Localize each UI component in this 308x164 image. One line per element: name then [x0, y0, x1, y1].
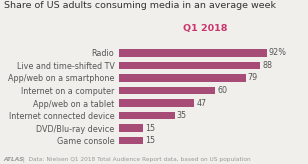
Text: 88: 88 [262, 61, 272, 70]
Text: ATLAS: ATLAS [4, 157, 24, 162]
Bar [119, 62, 260, 69]
Text: 15: 15 [145, 136, 155, 145]
Bar [119, 99, 194, 107]
Bar [119, 49, 267, 57]
Text: 35: 35 [177, 111, 187, 120]
Bar [119, 87, 215, 94]
Text: 92%: 92% [269, 48, 287, 57]
Text: 79: 79 [248, 73, 258, 82]
Bar [119, 74, 246, 82]
Text: 60: 60 [217, 86, 227, 95]
Bar [119, 124, 143, 132]
Text: Q1 2018: Q1 2018 [184, 24, 228, 33]
Bar [119, 112, 175, 119]
Text: 15: 15 [145, 124, 155, 133]
Text: 47: 47 [196, 99, 206, 108]
Text: Share of US adults consuming media in an average week: Share of US adults consuming media in an… [4, 1, 276, 10]
Text: |  Data: Nielsen Q1 2018 Total Audience Report data, based on US population: | Data: Nielsen Q1 2018 Total Audience R… [19, 156, 251, 162]
Bar [119, 137, 143, 144]
